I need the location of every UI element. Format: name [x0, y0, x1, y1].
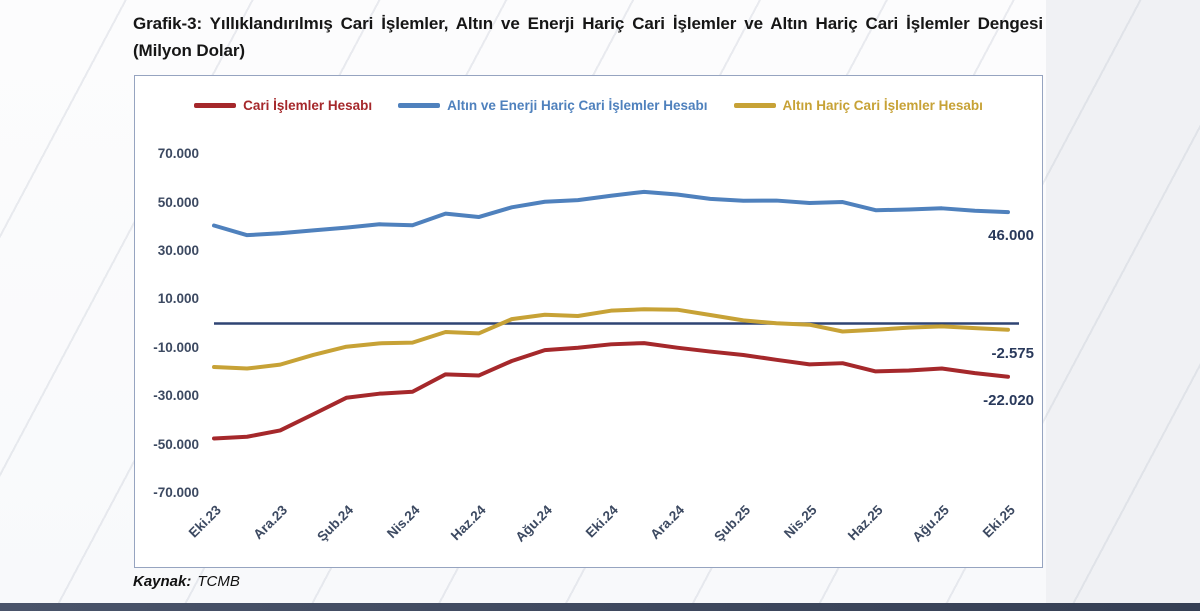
y-axis-tick-label: -70.000: [153, 484, 199, 500]
series-line-0: [212, 341, 1010, 441]
source-note: Kaynak: TCMB: [133, 573, 240, 590]
chart-frame: Cari İşlemler Hesabı Altın ve Enerji Hari…: [134, 75, 1043, 568]
y-axis-tick-label: -30.000: [153, 388, 199, 404]
legend-item-1: Altın ve Enerji Hariç Cari İşlemler Hesa…: [398, 98, 708, 113]
y-axis-tick-label: 50.000: [157, 194, 199, 210]
legend-label: Altın ve Enerji Hariç Cari İşlemler Hesa…: [447, 98, 708, 113]
chart-title: Grafik-3: Yıllıklandırılmış Cari İşlemle…: [133, 14, 1043, 60]
legend-line-swatch: [733, 103, 776, 108]
series-line-1: [212, 189, 1010, 238]
bottom-accent-bar: [0, 603, 1200, 611]
series-line-2: [212, 307, 1010, 371]
y-axis-tick-label: 30.000: [157, 242, 199, 258]
line-chart-plot: [212, 189, 1019, 441]
background-right-panel: [1046, 0, 1200, 611]
legend-item-2: Altın Hariç Cari İşlemler Hesabı: [733, 98, 983, 113]
legend-line-swatch: [194, 103, 237, 108]
source-value: TCMB: [197, 573, 240, 590]
legend-label: Cari İşlemler Hesabı: [243, 98, 373, 113]
series-end-value-label-2: -2.575: [991, 344, 1034, 362]
legend-item-0: Cari İşlemler Hesabı: [194, 98, 372, 113]
legend: Cari İşlemler Hesabı Altın ve Enerji Hari…: [135, 98, 1042, 113]
y-axis-tick-label: 70.000: [157, 146, 199, 162]
source-label: Kaynak:: [133, 573, 192, 590]
legend-label: Altın Hariç Cari İşlemler Hesabı: [782, 98, 983, 113]
series-end-value-label-0: -22.020: [983, 391, 1034, 409]
y-axis-tick-label: 10.000: [157, 291, 199, 307]
legend-line-swatch: [398, 103, 441, 108]
y-axis-tick-label: -10.000: [153, 339, 199, 355]
y-axis-tick-label: -50.000: [153, 436, 199, 452]
series-end-value-label-1: 46.000: [988, 227, 1034, 245]
